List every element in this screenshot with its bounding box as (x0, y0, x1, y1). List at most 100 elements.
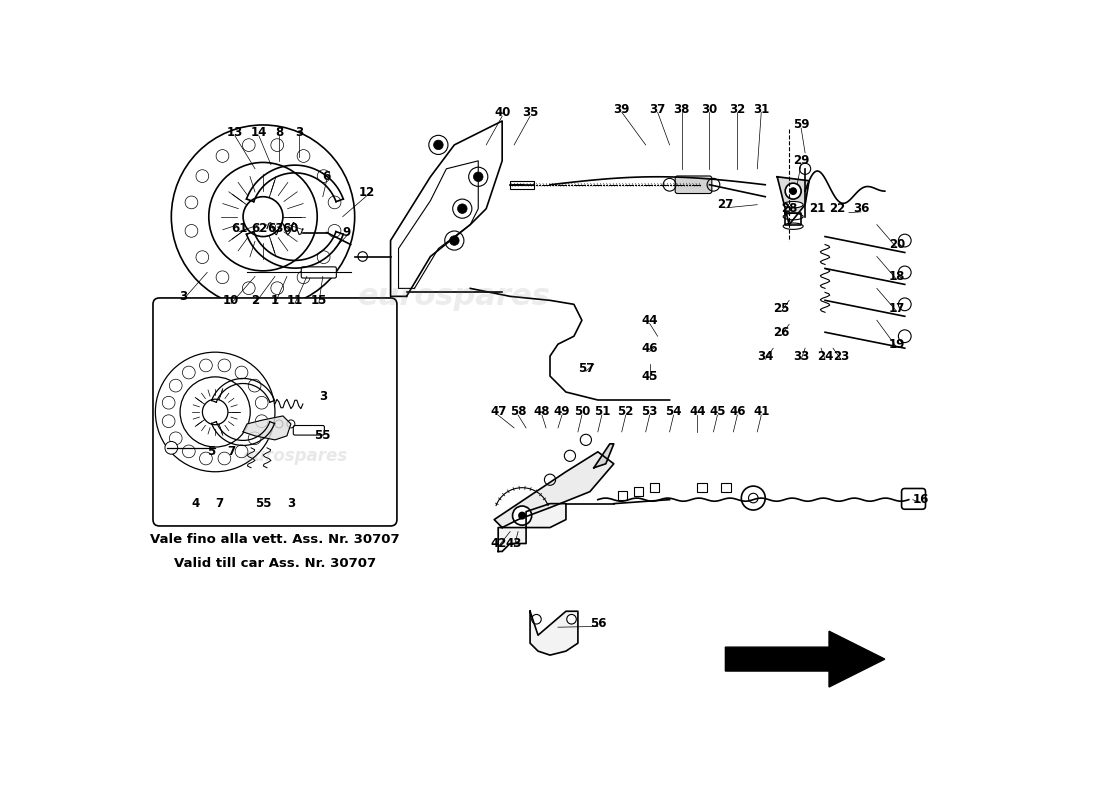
Text: 22: 22 (829, 202, 845, 215)
Circle shape (165, 442, 178, 454)
Text: 29: 29 (793, 154, 810, 167)
Circle shape (216, 150, 229, 162)
Circle shape (218, 452, 231, 465)
Text: 7: 7 (216, 497, 223, 510)
Circle shape (199, 452, 212, 465)
Circle shape (790, 188, 796, 194)
Text: 46: 46 (729, 406, 746, 418)
Text: 44: 44 (690, 406, 706, 418)
Text: 4: 4 (191, 497, 199, 510)
Text: 54: 54 (666, 406, 682, 418)
Text: 35: 35 (521, 106, 538, 119)
Circle shape (518, 512, 526, 519)
Polygon shape (498, 504, 565, 551)
Circle shape (785, 183, 801, 199)
Text: 17: 17 (889, 302, 905, 315)
Circle shape (531, 614, 541, 624)
Circle shape (242, 282, 255, 294)
Circle shape (450, 236, 459, 246)
Circle shape (196, 170, 209, 182)
Text: 19: 19 (889, 338, 905, 350)
Circle shape (185, 196, 198, 209)
Text: 52: 52 (617, 406, 634, 418)
Circle shape (513, 506, 531, 525)
Text: 32: 32 (729, 102, 746, 115)
Circle shape (271, 282, 284, 294)
Circle shape (199, 359, 212, 372)
Text: 36: 36 (852, 202, 869, 215)
Text: 24: 24 (817, 350, 833, 362)
Text: 33: 33 (793, 350, 810, 362)
Text: 57: 57 (578, 362, 594, 374)
Text: 20: 20 (889, 238, 905, 251)
Text: 61: 61 (231, 222, 248, 235)
Ellipse shape (783, 223, 803, 230)
Circle shape (249, 379, 261, 392)
Text: 46: 46 (641, 342, 658, 354)
Text: 55: 55 (255, 497, 272, 510)
Ellipse shape (783, 214, 803, 220)
Text: 27: 27 (717, 198, 734, 211)
Text: 47: 47 (490, 406, 506, 418)
Bar (697, 483, 707, 493)
Text: 23: 23 (833, 350, 849, 362)
Text: 3: 3 (295, 126, 302, 139)
Circle shape (328, 196, 341, 209)
Circle shape (297, 150, 310, 162)
Ellipse shape (783, 202, 803, 208)
FancyBboxPatch shape (301, 267, 337, 278)
Circle shape (899, 330, 911, 342)
Circle shape (216, 271, 229, 284)
Circle shape (899, 234, 911, 247)
Polygon shape (725, 631, 884, 687)
Text: 60: 60 (283, 222, 299, 235)
FancyBboxPatch shape (902, 489, 925, 510)
Text: 39: 39 (614, 102, 630, 115)
FancyBboxPatch shape (153, 298, 397, 526)
Text: 14: 14 (251, 126, 267, 139)
Bar (634, 487, 643, 497)
Text: eurospares: eurospares (358, 282, 551, 311)
Bar (510, 181, 535, 189)
Text: 34: 34 (757, 350, 773, 362)
Text: 62: 62 (251, 222, 267, 235)
Text: 40: 40 (494, 106, 510, 119)
Circle shape (183, 366, 195, 379)
Polygon shape (778, 177, 810, 225)
Text: 18: 18 (889, 270, 905, 283)
Text: 43: 43 (506, 537, 522, 550)
Text: 9: 9 (342, 226, 351, 239)
Text: 28: 28 (781, 202, 798, 215)
Text: 1: 1 (271, 294, 279, 307)
Circle shape (899, 266, 911, 279)
Circle shape (741, 486, 766, 510)
Circle shape (748, 494, 758, 503)
Text: 42: 42 (490, 537, 506, 550)
Circle shape (185, 225, 198, 238)
Text: 31: 31 (754, 102, 769, 115)
Circle shape (458, 204, 468, 214)
Polygon shape (494, 452, 614, 527)
Circle shape (235, 445, 248, 458)
Text: 5: 5 (207, 446, 216, 458)
Text: 15: 15 (310, 294, 327, 307)
Text: 45: 45 (710, 406, 726, 418)
Text: 26: 26 (773, 326, 790, 338)
Text: 41: 41 (754, 406, 770, 418)
Text: 63: 63 (267, 222, 283, 235)
Text: 16: 16 (913, 493, 928, 506)
Text: 3: 3 (319, 390, 327, 402)
Circle shape (242, 138, 255, 151)
Circle shape (249, 432, 261, 445)
Text: 58: 58 (510, 406, 527, 418)
Bar (650, 483, 659, 493)
Text: Valid till car Ass. Nr. 30707: Valid till car Ass. Nr. 30707 (174, 557, 376, 570)
Text: 30: 30 (702, 102, 717, 115)
Text: 11: 11 (287, 294, 303, 307)
Circle shape (328, 225, 341, 238)
Circle shape (473, 172, 483, 182)
Circle shape (899, 298, 911, 310)
Text: 37: 37 (649, 102, 666, 115)
Circle shape (169, 432, 183, 445)
Circle shape (169, 379, 183, 392)
